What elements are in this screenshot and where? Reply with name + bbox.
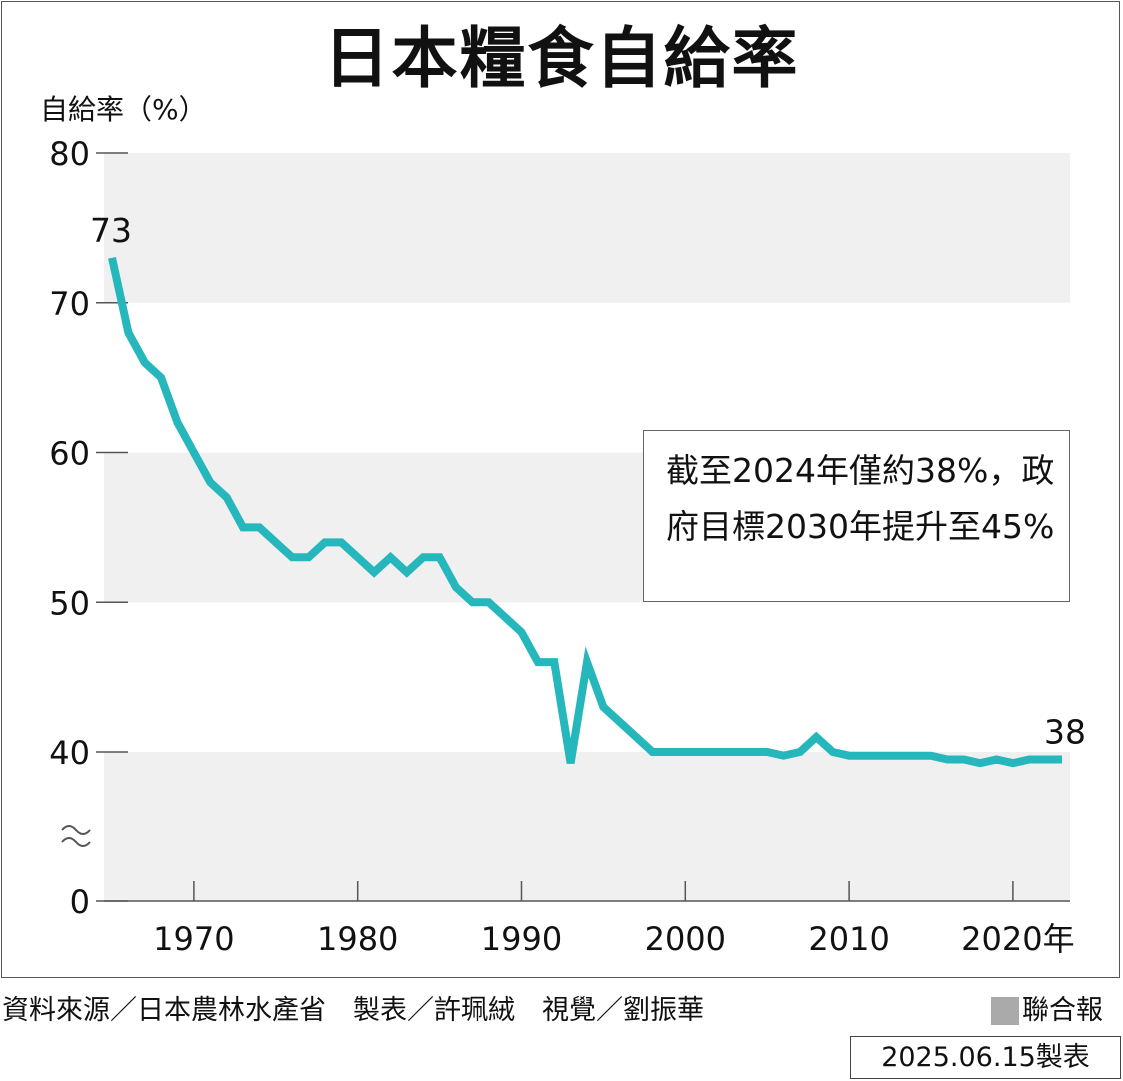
series-line-self-sufficiency (108, 256, 1062, 768)
y-axis-title: 自給率（%） (40, 93, 207, 126)
source-credits: 資料來源／日本農林水產省 製表／許珮絨 視覺／劉振華 (2, 995, 704, 1026)
axis-break-icon (61, 825, 91, 847)
x-tick-label-2020: 2020年 (961, 920, 1074, 958)
y-tick-label-50: 50 (49, 584, 90, 622)
y-tick-label-70: 70 (49, 285, 90, 323)
y-tick-labels: 80 70 60 50 40 0 (49, 135, 90, 921)
chart-frame (1, 1, 1120, 978)
band-0 (104, 153, 1070, 303)
brand: 聯合報 (991, 993, 1103, 1029)
y-tick-label-60: 60 (49, 435, 90, 473)
band-2 (104, 752, 1070, 901)
annotation-box: 截至2024年僅約38%，政府目標2030年提升至45% (643, 430, 1070, 602)
x-tick-label-2000: 2000 (645, 920, 726, 958)
y-tick-label-40: 40 (49, 734, 90, 772)
x-axis (104, 881, 1070, 902)
y-tick-label-0: 0 (70, 883, 90, 921)
x-tick-label-1990: 1990 (481, 920, 562, 958)
x-tick-labels: 1970 1980 1990 2000 2010 2020年 (153, 920, 1074, 958)
data-labels: 73 38 (90, 211, 1086, 752)
date-stamp: 2025.06.15製表 (850, 1036, 1121, 1079)
chart-title: 日本糧食自給率 (323, 20, 800, 97)
brand-name: 聯合報 (1022, 995, 1103, 1026)
data-label-2023: 38 (1044, 712, 1086, 751)
data-label-1965: 73 (90, 211, 132, 250)
brand-square-icon (991, 997, 1019, 1025)
x-tick-label-2010: 2010 (808, 920, 889, 958)
x-tick-label-1970: 1970 (153, 920, 234, 958)
x-tick-label-1980: 1980 (317, 920, 398, 958)
y-tick-label-80: 80 (49, 135, 90, 173)
